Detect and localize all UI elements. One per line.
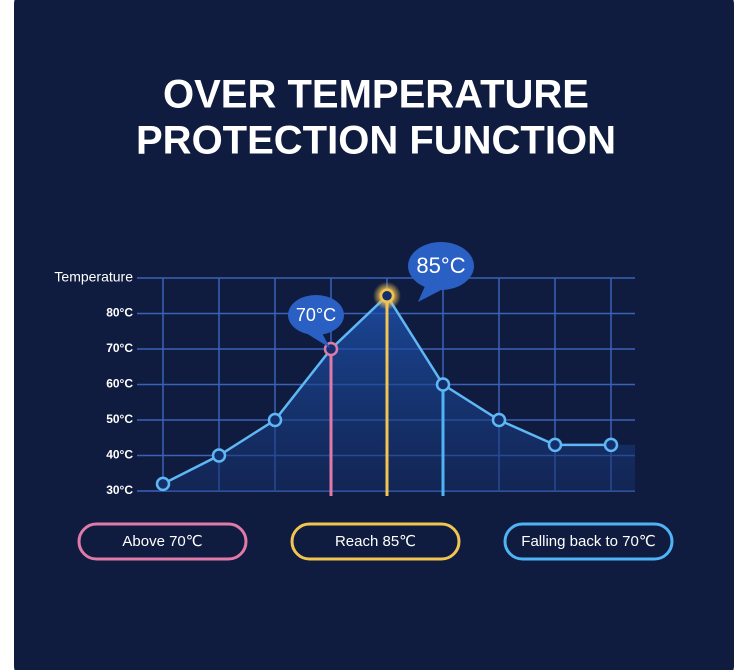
point: [379, 288, 395, 303]
stage-label: Falling back to 70℃: [521, 533, 655, 550]
stage-pill: [290, 522, 461, 561]
y-axis-label: Temperature: [54, 269, 133, 285]
stage-label: Reach 85℃: [335, 533, 416, 550]
title-line: PROTECTION FUNCTION: [136, 119, 616, 163]
point: [491, 412, 507, 428]
point: [603, 437, 619, 453]
y-tick-label: 40°C: [106, 448, 133, 462]
annotation-bubble: [288, 295, 344, 335]
stage-label: Above 70℃: [122, 533, 202, 550]
annotation-text: 85°C: [416, 253, 465, 278]
point: [547, 437, 563, 453]
point: [267, 412, 283, 428]
annotation-tail: [306, 333, 330, 348]
title-line: OVER TEMPERATURE: [163, 73, 589, 117]
y-tick-label: 60°C: [106, 377, 133, 391]
stage-pill: [77, 522, 248, 561]
area: [163, 295, 635, 491]
point: [155, 476, 171, 492]
y-tick-label: 80°C: [106, 306, 133, 320]
y-tick-label: 50°C: [106, 412, 133, 426]
point: [435, 377, 451, 392]
y-tick-label: 30°C: [106, 483, 133, 497]
annotation-bubble: [408, 242, 474, 290]
annotation-tail: [418, 286, 445, 302]
point: [211, 448, 227, 463]
y-tick-label: 70°C: [106, 341, 133, 355]
annotation-text: 70°C: [296, 305, 336, 325]
stage-pill: [503, 522, 674, 561]
